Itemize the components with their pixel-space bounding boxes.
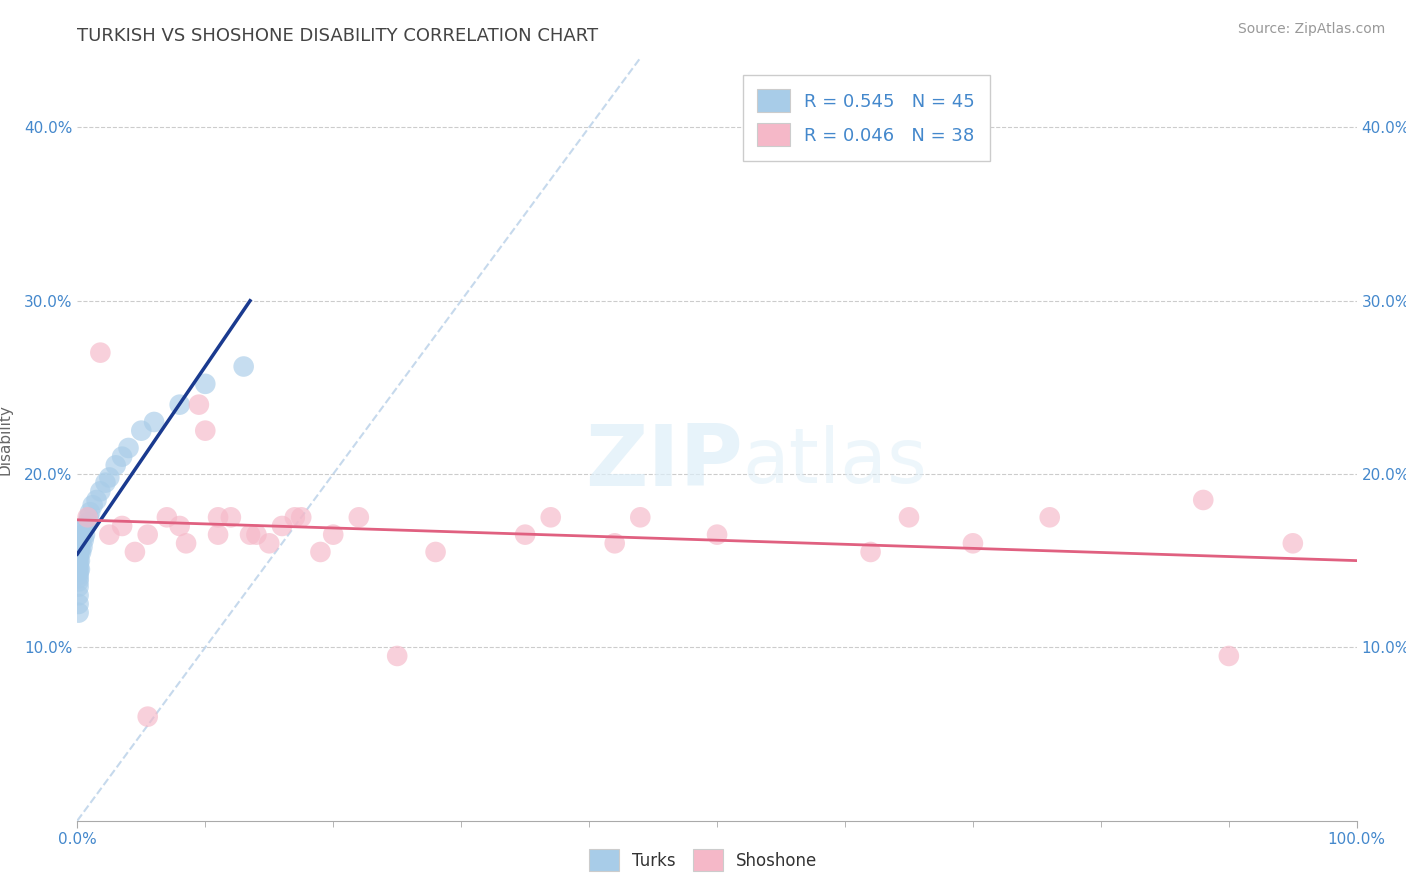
Point	[207, 527, 229, 541]
Point	[76, 516, 98, 530]
Point	[69, 533, 91, 547]
Text: TURKISH VS SHOSHONE DISABILITY CORRELATION CHART: TURKISH VS SHOSHONE DISABILITY CORRELATI…	[77, 28, 599, 45]
Point	[86, 493, 108, 508]
Point	[309, 545, 332, 559]
Point	[706, 527, 728, 541]
Point	[1039, 510, 1062, 524]
Point	[69, 540, 91, 554]
Point	[540, 510, 562, 524]
Point	[194, 376, 217, 391]
Point	[117, 441, 139, 455]
Point	[69, 554, 91, 568]
Point	[156, 510, 179, 524]
Point	[859, 545, 882, 559]
Point	[67, 543, 90, 558]
Point	[628, 510, 651, 524]
Point	[67, 560, 90, 574]
Legend: R = 0.545   N = 45, R = 0.046   N = 38: R = 0.545 N = 45, R = 0.046 N = 38	[742, 75, 990, 161]
Point	[245, 527, 267, 541]
Point	[136, 709, 159, 723]
Point	[136, 527, 159, 541]
Point	[169, 398, 191, 412]
Point	[271, 519, 294, 533]
Point	[67, 550, 90, 565]
Point	[124, 545, 146, 559]
Point	[104, 458, 127, 473]
Point	[219, 510, 242, 524]
Point	[898, 510, 921, 524]
Point	[207, 510, 229, 524]
Point	[89, 484, 111, 499]
Point	[77, 510, 100, 524]
Point	[79, 505, 101, 519]
Point	[82, 498, 104, 512]
Point	[174, 536, 197, 550]
Point	[425, 545, 447, 559]
Point	[98, 527, 121, 541]
Point	[232, 359, 254, 374]
Legend: Turks, Shoshone: Turks, Shoshone	[581, 841, 825, 880]
Point	[89, 345, 111, 359]
Point	[73, 533, 96, 547]
Point	[111, 450, 134, 464]
Point	[603, 536, 626, 550]
Point	[67, 588, 90, 602]
Point	[67, 540, 90, 554]
Point	[94, 475, 117, 490]
Point	[194, 424, 217, 438]
Point	[290, 510, 312, 524]
Point	[67, 564, 90, 578]
Point	[67, 547, 90, 561]
Point	[73, 523, 96, 537]
Point	[69, 536, 91, 550]
Point	[385, 648, 409, 663]
Point	[322, 527, 344, 541]
Point	[187, 398, 209, 412]
Point	[76, 510, 98, 524]
Point	[67, 606, 90, 620]
Text: atlas: atlas	[742, 425, 928, 500]
Point	[72, 540, 94, 554]
Point	[259, 536, 281, 550]
Point	[67, 574, 90, 589]
Point	[69, 545, 91, 559]
Text: Source: ZipAtlas.com: Source: ZipAtlas.com	[1237, 22, 1385, 37]
Point	[1192, 493, 1215, 508]
Text: ZIP: ZIP	[585, 421, 742, 504]
Point	[284, 510, 307, 524]
Point	[67, 580, 90, 594]
Point	[111, 519, 134, 533]
Point	[67, 554, 90, 568]
Point	[67, 567, 90, 582]
Point	[515, 527, 537, 541]
Point	[70, 533, 93, 547]
Point	[143, 415, 166, 429]
Point	[67, 557, 90, 571]
Point	[962, 536, 984, 550]
Y-axis label: Disability: Disability	[0, 404, 13, 475]
Point	[98, 470, 121, 484]
Point	[1218, 648, 1240, 663]
Point	[73, 527, 96, 541]
Point	[70, 545, 93, 559]
Point	[67, 571, 90, 585]
Point	[1282, 536, 1305, 550]
Point	[239, 527, 262, 541]
Point	[129, 424, 153, 438]
Point	[75, 519, 97, 533]
Point	[69, 562, 91, 576]
Point	[169, 519, 191, 533]
Point	[72, 527, 94, 541]
Point	[347, 510, 370, 524]
Point	[67, 597, 90, 611]
